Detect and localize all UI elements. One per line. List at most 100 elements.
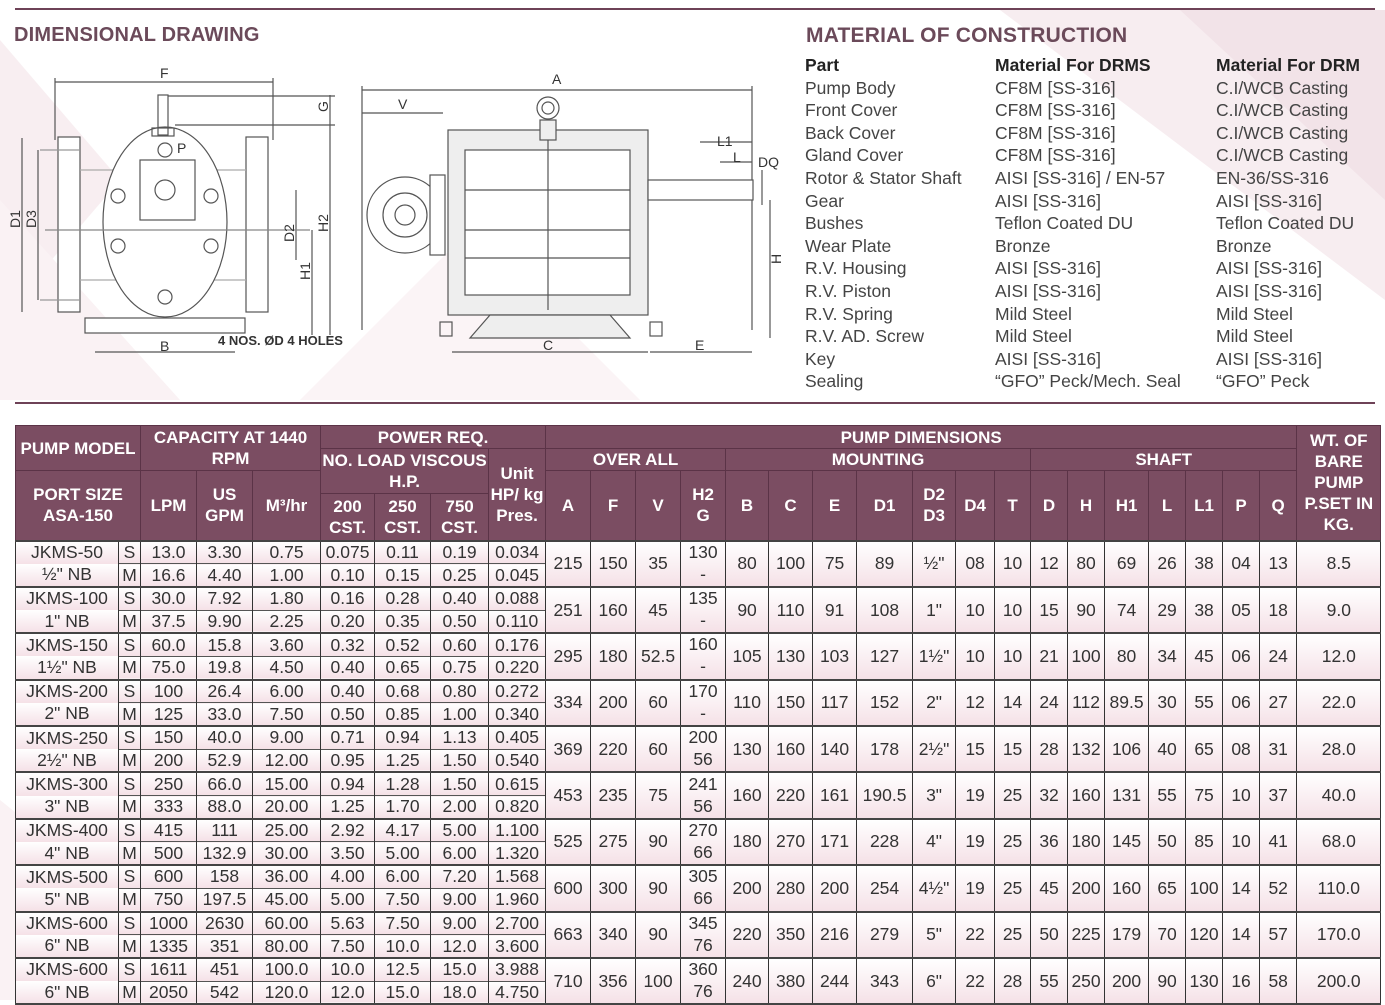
part-cell: Sealing (805, 370, 995, 393)
header-capacity: CAPACITY AT 1440 RPM (140, 425, 322, 471)
overall-A: 600 (545, 864, 592, 912)
material-table: Part Material For DRMS Material For DRM … (805, 54, 1360, 393)
mounting-D4: 19 (955, 817, 996, 866)
mounting-D4: 19 (955, 771, 996, 819)
hp-250cst: 0.35 (374, 609, 432, 634)
hp-750cst: 0.19 (430, 539, 490, 564)
section-divider (15, 402, 1375, 404)
variant-s: S (117, 585, 142, 611)
shaft-L1: 100 (1185, 864, 1224, 912)
table-row-m: 6" NB M 1335 351 80.00 7.50 10.0 12.0 3.600 (15, 934, 1381, 958)
unit-hp: 1.960 (488, 887, 547, 912)
weight: 200.0 (1296, 956, 1382, 1005)
shaft-H: 132 (1067, 724, 1106, 773)
m3-hr: 2.25 (252, 609, 322, 634)
weight: 170.0 (1296, 910, 1382, 958)
header-D4: D4 (955, 470, 996, 541)
hp-200cst: 2.92 (320, 817, 376, 842)
shaft-L: 30 (1148, 678, 1187, 726)
material-drms: CF8M [SS-316] (995, 77, 1116, 98)
hp-750cst: 0.60 (430, 632, 490, 657)
us-gpm: 2630 (196, 910, 254, 935)
table-row-m: ½" NB M 16.6 4.40 1.00 0.10 0.15 0.25 0.045 (15, 563, 1381, 587)
overall-A: 453 (545, 771, 592, 819)
header-drms: Material For DRMS (995, 55, 1151, 75)
h2-g-cell: 241 56 (680, 771, 727, 819)
mounting-D4: 15 (955, 724, 996, 773)
variant-m: M (117, 841, 142, 866)
mounting-B: 180 (725, 817, 770, 866)
hp-750cst: 15.0 (430, 956, 490, 982)
hp-200cst: 1.25 (320, 795, 376, 819)
hp-250cst: 7.50 (374, 887, 432, 912)
header-C: C (768, 470, 814, 541)
unit-hp: 0.110 (488, 609, 547, 634)
shaft-D: 45 (1030, 864, 1069, 912)
mounting-D1: 178 (856, 724, 914, 773)
table-row-s: JKMS-200 S 100 26.4 6.00 0.40 0.68 0.80 0.272 334… (15, 678, 1382, 726)
part-name: R.V. AD. Screw (805, 326, 924, 347)
mounting-D2-D3: ½" (912, 539, 957, 587)
mounting-C: 160 (768, 724, 814, 773)
us-gpm: 197.5 (196, 887, 254, 912)
top-rule (15, 8, 1375, 10)
variant-m: M (117, 748, 142, 773)
shaft-D: 36 (1030, 817, 1069, 866)
part-cell: Wear Plate (805, 235, 995, 258)
pump-model: JKMS-150 (15, 632, 119, 657)
part-name: R.V. Piston (805, 280, 891, 301)
pump-model: JKMS-50 (15, 539, 119, 564)
label-C: C (543, 337, 553, 353)
material-drms: AISI [SS-316] / EN-57 (995, 167, 1166, 188)
mounting-E: 75 (812, 539, 858, 587)
shaft-L1: 38 (1185, 585, 1224, 634)
header-part: Part (805, 55, 840, 75)
port-size: 2" NB (15, 702, 119, 726)
part-name: R.V. Spring (805, 303, 893, 324)
table-row-m: 1½" NB M 75.0 19.8 4.50 0.40 0.65 0.75 0.220 (15, 655, 1381, 680)
material-drm: C.I/WCB Casting (1216, 100, 1349, 121)
hp-200cst: 0.71 (320, 724, 376, 750)
shaft-L1: 85 (1185, 817, 1224, 866)
lpm: 333 (140, 795, 198, 819)
port-size: 4" NB (15, 841, 119, 866)
m3-hr: 100.0 (252, 956, 322, 982)
lpm: 1000 (140, 910, 198, 935)
us-gpm: 111 (196, 817, 254, 842)
h2-g-cell: 200 56 (680, 724, 727, 773)
shaft-H: 200 (1067, 864, 1106, 912)
part-cell: Gland Cover (805, 144, 995, 167)
mounting-D1: 254 (856, 864, 914, 912)
hp-750cst: 1.13 (430, 724, 490, 750)
unit-hp: 0.045 (488, 563, 547, 587)
h2-value: 270 (688, 819, 718, 840)
variant-s: S (117, 864, 142, 889)
part-cell: R.V. Housing (805, 257, 995, 280)
mounting-D1: 279 (856, 910, 914, 958)
label-B: B (160, 338, 169, 354)
material-drm: Mild Steel (1216, 326, 1293, 347)
label-F: F (160, 65, 169, 81)
unit-hp: 0.615 (488, 771, 547, 796)
header-T: T (994, 470, 1032, 541)
mounting-C: 280 (768, 864, 814, 912)
m3-hr: 15.00 (252, 771, 322, 796)
overall-F: 220 (590, 724, 637, 773)
part-cell: Front Cover (805, 99, 995, 122)
mounting-D2-D3: 6" (912, 956, 957, 1005)
shaft-P: 10 (1222, 817, 1261, 866)
overall-V: 90 (635, 817, 682, 866)
mounting-C: 110 (768, 585, 814, 634)
overall-A: 663 (545, 910, 592, 958)
material-drms: AISI [SS-316] (995, 258, 1102, 279)
mounting-B: 130 (725, 724, 770, 773)
part-cell: Key (805, 348, 995, 371)
lpm: 150 (140, 724, 198, 750)
mounting-D2-D3: 1½" (912, 632, 957, 680)
lpm: 2050 (140, 980, 198, 1005)
shaft-Q: 13 (1259, 539, 1298, 587)
hp-250cst: 1.25 (374, 748, 432, 773)
header-power-req: POWER REQ. (320, 425, 547, 449)
table-row-s: JKMS-500 S 600 158 36.00 4.00 6.00 7.20 1.568 600… (15, 864, 1382, 912)
shaft-L1: 65 (1185, 724, 1224, 773)
